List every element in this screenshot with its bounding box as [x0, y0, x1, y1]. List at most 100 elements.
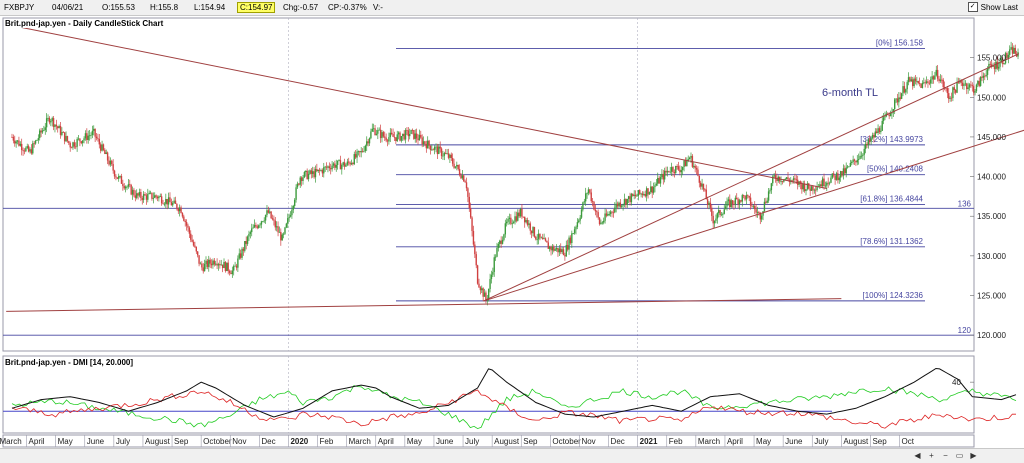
- zoom-out-icon[interactable]: −: [943, 451, 948, 460]
- candle-body: [39, 130, 41, 139]
- candle-body: [281, 234, 283, 241]
- candle-body: [58, 125, 60, 129]
- x-tick-label: Feb: [669, 437, 683, 446]
- candle-body: [916, 80, 918, 82]
- candle-body: [917, 80, 919, 84]
- candle-body: [776, 178, 778, 181]
- candle-body: [930, 79, 932, 84]
- candle-body: [458, 169, 461, 175]
- y-tick-label: 130.000: [977, 252, 1006, 261]
- candle-body: [134, 195, 137, 198]
- candle-body: [658, 178, 660, 184]
- candle-body: [129, 184, 131, 186]
- candle-body: [357, 151, 360, 152]
- candle-body: [536, 239, 538, 241]
- candle-body: [584, 193, 587, 202]
- candle-body: [489, 279, 491, 290]
- candle-body: [299, 177, 301, 185]
- candle-body: [834, 175, 836, 180]
- candle-body: [966, 83, 968, 90]
- candle-body: [869, 139, 871, 142]
- candle-body: [374, 128, 376, 136]
- candle-body: [964, 83, 967, 85]
- x-tick-label: May: [407, 437, 422, 446]
- candle-body: [950, 97, 953, 99]
- candle-body: [52, 118, 55, 127]
- candle-body: [356, 151, 358, 158]
- fib-level-label: [100%] 124.3236: [863, 291, 924, 300]
- candle-body: [15, 141, 17, 144]
- candle-body: [713, 220, 716, 224]
- candle-body: [524, 216, 526, 223]
- scroll-right-icon[interactable]: ▶: [970, 451, 977, 460]
- candle-body: [429, 145, 432, 150]
- candle-body: [828, 182, 831, 184]
- candle-body: [802, 183, 804, 190]
- x-tick-label: August: [145, 437, 171, 446]
- zoom-reset-icon[interactable]: ▭: [955, 451, 964, 460]
- candle-body: [80, 141, 82, 144]
- adx-line: [11, 367, 1017, 418]
- candle-body: [918, 83, 921, 84]
- candle-body: [551, 246, 554, 251]
- candle-body: [618, 202, 620, 207]
- change-percent: CP:-0.37%: [328, 3, 367, 12]
- candle-body: [751, 205, 753, 207]
- candle-body: [827, 182, 829, 184]
- candle-body: [72, 142, 74, 148]
- candle-body: [106, 152, 109, 161]
- candle-body: [381, 132, 383, 139]
- candle-body: [996, 61, 998, 69]
- candle-body: [86, 133, 88, 140]
- candle-body: [1014, 47, 1016, 54]
- candle-body: [867, 139, 870, 146]
- scroll-bar[interactable]: ◀ + − ▭ ▶: [0, 448, 1024, 463]
- candle-body: [282, 233, 285, 235]
- candle-body: [156, 196, 159, 199]
- checkbox-checked-icon[interactable]: ✓: [967, 2, 978, 12]
- candle-body: [622, 204, 624, 206]
- candle-body: [663, 170, 666, 180]
- candle-body: [130, 185, 132, 195]
- candle-body: [479, 287, 482, 291]
- show-last-toggle[interactable]: ✓ Show Last: [967, 2, 1018, 12]
- candle-body: [889, 113, 892, 117]
- candle-body: [411, 129, 414, 131]
- candle-body: [629, 196, 631, 203]
- candle-body: [111, 160, 113, 165]
- zoom-in-icon[interactable]: +: [929, 451, 934, 460]
- candle-body: [220, 264, 222, 266]
- candle-body: [601, 222, 604, 224]
- candle-body: [507, 218, 509, 222]
- candle-body: [910, 79, 913, 82]
- candle-body: [318, 169, 321, 171]
- x-tick-label: Sep: [174, 437, 189, 446]
- candle-body: [862, 154, 864, 156]
- candle-body: [882, 117, 885, 121]
- candle-body: [32, 143, 34, 154]
- scroll-left-icon[interactable]: ◀: [914, 451, 921, 460]
- candle-body: [853, 159, 856, 161]
- candle-body: [597, 212, 599, 218]
- candle-body: [249, 232, 252, 234]
- candle-body: [899, 97, 901, 99]
- candle-body: [410, 129, 412, 134]
- candle-body: [57, 126, 59, 129]
- candle-body: [681, 166, 684, 171]
- candle-body: [137, 193, 139, 196]
- candle-body: [650, 186, 652, 193]
- candle-body: [93, 128, 95, 131]
- candle-body: [791, 180, 793, 182]
- candle-body: [573, 229, 576, 234]
- candle-body: [661, 173, 663, 178]
- candle-body: [109, 160, 112, 165]
- candle-body: [736, 197, 738, 200]
- candle-body: [708, 202, 710, 205]
- candle-body: [152, 197, 155, 199]
- candle-body: [737, 199, 739, 205]
- candle-body: [14, 140, 16, 144]
- candle-body: [402, 133, 404, 137]
- candle-body: [428, 140, 430, 146]
- candle-body: [54, 124, 56, 127]
- candle-body: [748, 195, 750, 198]
